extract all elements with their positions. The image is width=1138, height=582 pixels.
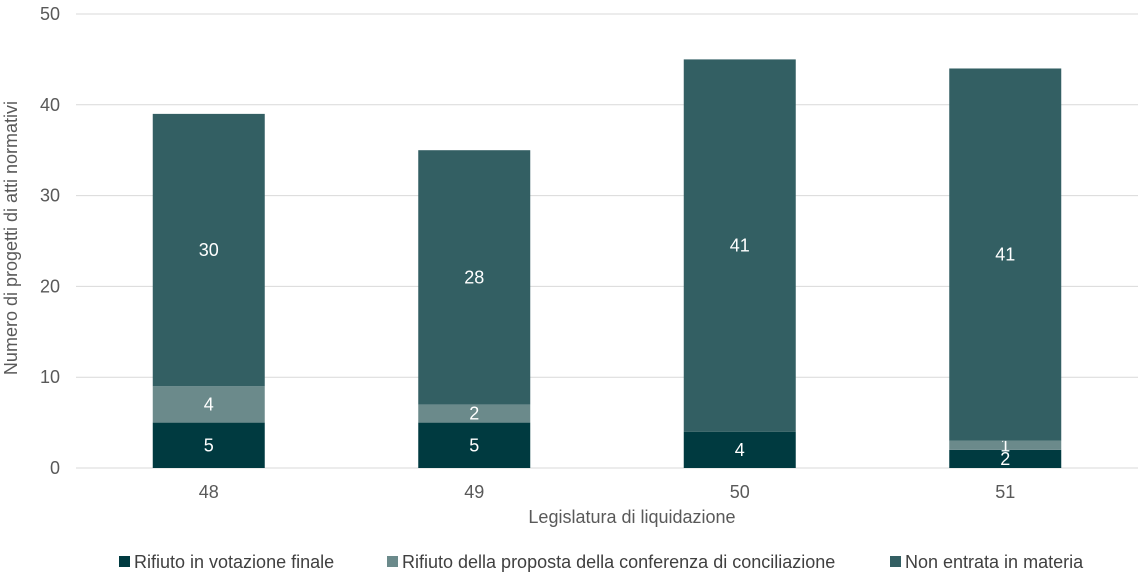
legend-item: Non entrata in materia	[890, 552, 1084, 572]
legend-swatch	[387, 556, 398, 567]
bar-segment-48-s1	[152, 386, 265, 423]
data-label: 28	[464, 267, 484, 287]
data-label: 4	[735, 440, 745, 460]
y-axis-title: Numero di progetti di atti normativi	[1, 101, 21, 375]
legend-swatch	[119, 556, 130, 567]
bar-segment-51-s1	[949, 440, 1062, 450]
y-tick-label: 10	[40, 367, 60, 387]
y-tick-label: 0	[50, 458, 60, 478]
data-label: 41	[995, 245, 1015, 265]
bar-segment-49-s2	[418, 150, 531, 405]
y-tick-label: 50	[40, 4, 60, 24]
bar-segment-48-s2	[152, 113, 265, 387]
y-tick-label: 40	[40, 95, 60, 115]
data-label: 2	[1000, 449, 1010, 469]
data-label: 2	[469, 404, 479, 424]
legend-label: Rifiuto della proposta della conferenza …	[402, 552, 835, 572]
x-tick-label: 50	[730, 482, 750, 502]
data-label: 41	[730, 236, 750, 256]
y-tick-label: 20	[40, 276, 60, 296]
bar-segment-50-s0	[683, 431, 796, 468]
bar-segment-50-s2	[683, 59, 796, 432]
data-label: 1	[1000, 435, 1010, 455]
x-axis-title: Legislatura di liquidazione	[528, 507, 735, 527]
legend: Rifiuto in votazione finale Rifiuto della…	[119, 552, 1084, 572]
data-label: 4	[204, 394, 214, 414]
x-tick-label: 48	[199, 482, 219, 502]
bar-segment-51-s2	[949, 68, 1062, 441]
x-axis-ticks: 48 49 50 51	[199, 482, 1016, 502]
x-tick-label: 49	[464, 482, 484, 502]
legend-item: Rifiuto della proposta della conferenza …	[387, 552, 835, 572]
bar-segment-51-s0	[949, 449, 1062, 468]
legend-item: Rifiuto in votazione finale	[119, 552, 334, 572]
x-tick-label: 51	[995, 482, 1015, 502]
y-axis-ticks: 0 10 20 30 40 50	[40, 4, 60, 478]
bar-segment-48-s0	[152, 422, 265, 468]
data-label: 30	[199, 240, 219, 260]
bar-segment-49-s0	[418, 422, 531, 468]
bar-segment-49-s1	[418, 404, 531, 423]
legend-label: Rifiuto in votazione finale	[134, 552, 334, 572]
data-label: 5	[469, 435, 479, 455]
legend-label: Non entrata in materia	[905, 552, 1084, 572]
y-tick-label: 30	[40, 186, 60, 206]
legend-swatch	[890, 556, 901, 567]
data-label: 5	[204, 435, 214, 455]
